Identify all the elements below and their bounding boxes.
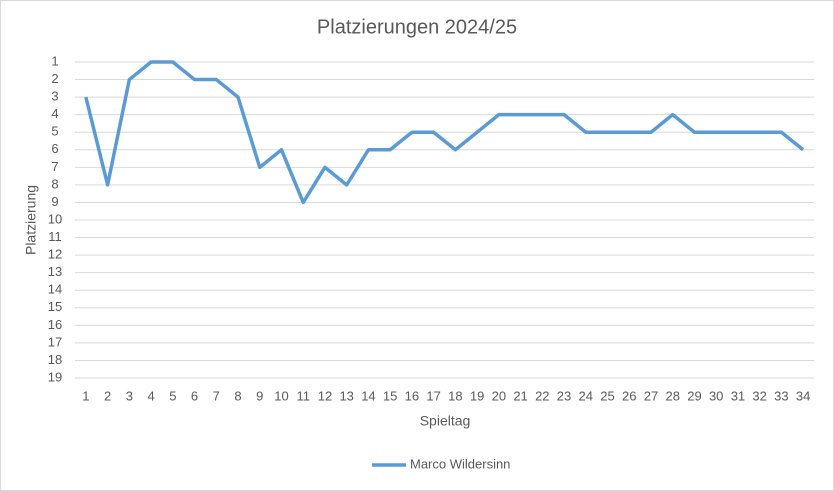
x-tick-label: 23 — [557, 388, 571, 403]
y-tick-label: 4 — [51, 106, 58, 121]
y-tick-label: 7 — [51, 159, 58, 174]
y-tick-label: 12 — [48, 247, 62, 262]
x-tick-label: 26 — [622, 388, 636, 403]
x-tick-label: 22 — [535, 388, 549, 403]
x-tick-label: 6 — [191, 388, 198, 403]
x-tick-label: 33 — [774, 388, 788, 403]
y-tick-label: 10 — [48, 211, 62, 226]
series-line — [84, 60, 805, 205]
y-axis-title: Platzierung — [23, 185, 39, 255]
x-tick-label: 24 — [579, 388, 593, 403]
y-tick-label: 6 — [51, 141, 58, 156]
x-tick-label: 34 — [796, 388, 810, 403]
x-tick-label: 32 — [752, 388, 766, 403]
y-tick-label: 16 — [48, 317, 62, 332]
x-tick-label: 12 — [318, 388, 332, 403]
x-tick-label: 4 — [147, 388, 154, 403]
y-tick-label: 1 — [51, 53, 58, 68]
x-tick-label: 10 — [274, 388, 288, 403]
x-tick-label: 1 — [82, 388, 89, 403]
x-tick-label: 7 — [213, 388, 220, 403]
x-tick-label: 25 — [600, 388, 614, 403]
y-tick-label: 13 — [48, 264, 62, 279]
legend-label: Marco Wildersinn — [410, 456, 510, 471]
x-tick-label: 11 — [296, 388, 310, 403]
y-tick-label: 9 — [51, 194, 58, 209]
x-tick-label: 18 — [448, 388, 462, 403]
y-tick-label: 5 — [51, 124, 58, 139]
y-tick-label: 19 — [48, 369, 62, 384]
x-tick-label: 28 — [665, 388, 679, 403]
x-tick-label: 9 — [256, 388, 263, 403]
x-tick-label: 15 — [383, 388, 397, 403]
chart-title: Platzierungen 2024/25 — [317, 16, 517, 38]
x-tick-label: 5 — [169, 388, 176, 403]
x-tick-label: 13 — [339, 388, 353, 403]
y-tick-label: 8 — [51, 176, 58, 191]
x-tick-label: 30 — [709, 388, 723, 403]
x-tick-label: 14 — [361, 388, 375, 403]
x-tick-label: 2 — [104, 388, 111, 403]
x-tick-label: 16 — [405, 388, 419, 403]
y-tick-label: 18 — [48, 352, 62, 367]
y-tick-label: 11 — [48, 229, 62, 244]
x-tick-label: 27 — [644, 388, 658, 403]
x-tick-label: 31 — [731, 388, 745, 403]
y-tick-label: 17 — [48, 334, 62, 349]
x-tick-label: 29 — [687, 388, 701, 403]
x-tick-label: 21 — [513, 388, 527, 403]
y-tick-label: 15 — [48, 299, 62, 314]
y-tick-label: 14 — [48, 282, 62, 297]
x-tick-label: 8 — [234, 388, 241, 403]
y-tick-label: 2 — [51, 71, 58, 86]
x-axis-title: Spieltag — [420, 413, 471, 429]
x-tick-label: 17 — [426, 388, 440, 403]
x-tick-label: 3 — [126, 388, 133, 403]
x-tick-label: 19 — [470, 388, 484, 403]
x-tick-label: 20 — [492, 388, 506, 403]
y-tick-label: 3 — [51, 89, 58, 104]
